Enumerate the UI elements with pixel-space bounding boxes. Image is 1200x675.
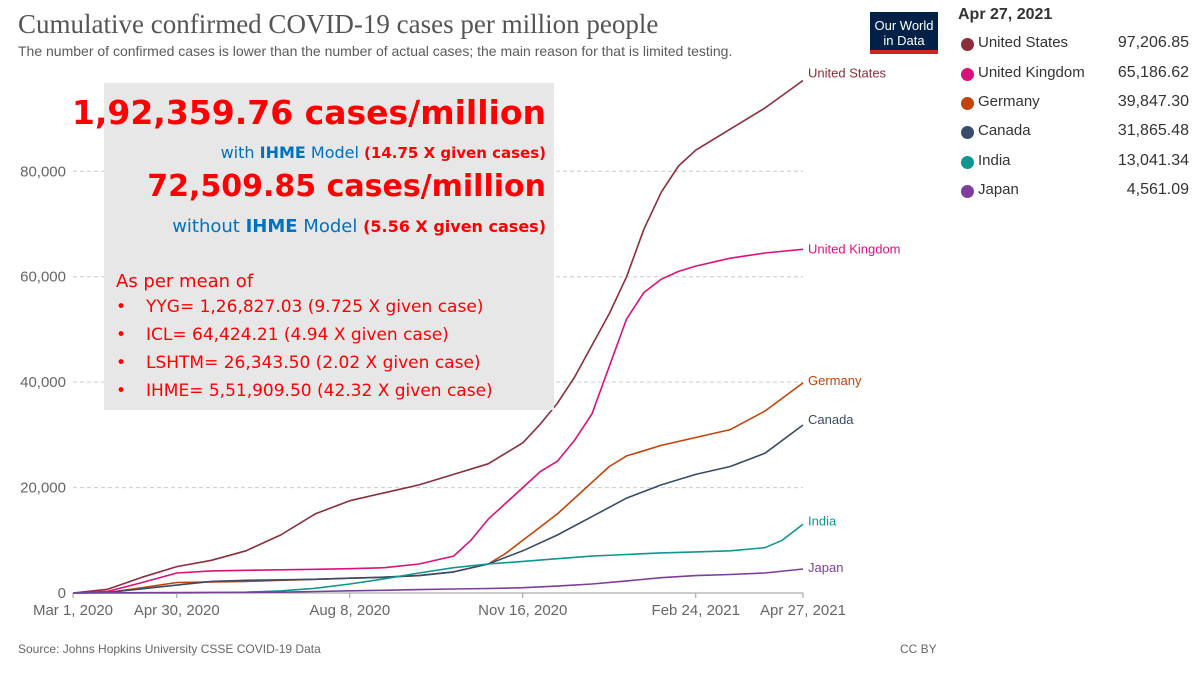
- annotation-with-model-line: with IHME Model (14.75 X given cases): [221, 143, 546, 162]
- ihme-label: IHME: [259, 143, 306, 162]
- legend-item[interactable]: United States 97,206.85: [955, 32, 1195, 56]
- legend-item-name: India: [978, 152, 1011, 169]
- x-tick-label: Apr 27, 2021: [760, 602, 846, 619]
- model-label: Model: [305, 143, 365, 162]
- estimate-list-item: • ICL= 64,424.21 (4.94 X given case): [116, 325, 449, 345]
- legend-item[interactable]: United Kingdom 65,186.62: [955, 62, 1195, 86]
- ihme-label: IHME: [245, 216, 298, 237]
- legend-item[interactable]: India 13,041.34: [955, 150, 1195, 174]
- axis-ticks: 0 20,000 40,000 60,000 80,000 Mar 1, 2020 Apr …: [20, 163, 846, 619]
- series-end-label[interactable]: Japan: [808, 560, 843, 575]
- annotation-headline-without-model: 72,509.85 cases/million: [147, 169, 546, 204]
- series-line[interactable]: [72, 424, 804, 594]
- legend-item[interactable]: Canada 31,865.48: [955, 120, 1195, 144]
- legend-item-value: 97,206.85: [1117, 34, 1189, 51]
- legend-item[interactable]: Japan 4,561.09: [955, 179, 1195, 203]
- series-end-label[interactable]: Canada: [808, 412, 854, 427]
- source-note[interactable]: Source: Johns Hopkins University CSSE CO…: [18, 642, 321, 656]
- legend-date: Apr 27, 2021: [958, 6, 1053, 23]
- legend-panel: Apr 27, 2021 United States 97,206.85 Uni…: [955, 0, 1200, 230]
- chart-subtitle: The number of confirmed cases is lower t…: [18, 43, 733, 59]
- annotation-box: 1,92,359.76 cases/million with IHME Mode…: [72, 83, 554, 410]
- legend-item-name: Germany: [978, 93, 1040, 110]
- estimate-list-item: • IHME= 5,51,909.50 (42.32 X given case): [116, 381, 493, 401]
- x-tick-label: Feb 24, 2021: [652, 602, 740, 619]
- series-line[interactable]: [72, 79, 804, 594]
- legend-item-name: United Kingdom: [978, 64, 1085, 81]
- legend-dot-icon: [961, 68, 974, 81]
- estimate-list-item: • YYG= 1,26,827.03 (9.725 X given case): [116, 297, 483, 317]
- annotation-without-model-line: without IHME Model (5.56 X given cases): [172, 216, 546, 237]
- estimate-text: IHME= 5,51,909.50 (42.32 X given case): [146, 381, 493, 401]
- series-end-label[interactable]: Germany: [808, 373, 862, 388]
- y-tick-label: 0: [58, 585, 66, 602]
- estimate-text: LSHTM= 26,343.50 (2.02 X given case): [146, 353, 481, 373]
- legend-item-name: Japan: [978, 181, 1019, 198]
- logo-accent-bar: [870, 50, 938, 54]
- with-prefix: with: [220, 143, 260, 162]
- series-line[interactable]: [72, 568, 804, 594]
- license-link[interactable]: CC BY: [900, 642, 937, 656]
- bullet: •: [116, 325, 127, 345]
- logo-line-2: in Data: [883, 33, 925, 48]
- series-lines: [72, 79, 804, 594]
- legend-item-value: 31,865.48: [1117, 122, 1189, 139]
- y-tick-label: 20,000: [20, 480, 66, 497]
- series-end-label[interactable]: India: [808, 513, 837, 528]
- legend-item-value: 39,847.30: [1117, 93, 1189, 110]
- owid-logo[interactable]: Our World in Data: [870, 12, 938, 54]
- estimate-text: YYG= 1,26,827.03 (9.725 X given case): [146, 297, 484, 317]
- legend-item-value: 13,041.34: [1117, 152, 1189, 169]
- legend-item-name: United States: [978, 34, 1069, 51]
- without-prefix: without: [172, 216, 246, 237]
- model-label: Model: [297, 216, 364, 237]
- series-line[interactable]: [72, 248, 804, 594]
- logo-line-1: Our World: [874, 18, 934, 33]
- annotation-headline-with-model: 1,92,359.76 cases/million: [71, 93, 546, 132]
- legend-dot-icon: [961, 185, 974, 198]
- as-per-mean-heading: As per mean of: [116, 271, 254, 292]
- x-tick-label: Mar 1, 2020: [33, 602, 113, 619]
- series-end-labels: United States United Kingdom Germany Canada…: [808, 66, 901, 575]
- legend-item[interactable]: Germany 39,847.30: [955, 91, 1195, 115]
- estimate-text: ICL= 64,424.21 (4.94 X given case): [146, 325, 449, 345]
- legend-dot-icon: [961, 126, 974, 139]
- multiplier-label: (5.56 X given cases): [363, 217, 546, 236]
- y-tick-label: 80,000: [20, 163, 66, 180]
- x-tick-label: Aug 8, 2020: [309, 602, 390, 619]
- x-tick-label: Nov 16, 2020: [478, 602, 567, 619]
- bullet: •: [116, 353, 127, 373]
- legend-dot-icon: [961, 97, 974, 110]
- bullet: •: [116, 381, 127, 401]
- legend-item-name: Canada: [978, 122, 1031, 139]
- legend-item-value: 4,561.09: [1126, 181, 1189, 198]
- chart-title: Cumulative confirmed COVID-19 cases per …: [18, 9, 659, 39]
- series-end-label[interactable]: United States: [808, 66, 887, 81]
- estimate-list-item: • LSHTM= 26,343.50 (2.02 X given case): [116, 353, 481, 373]
- bullet: •: [116, 297, 127, 317]
- legend-dot-icon: [961, 156, 974, 169]
- x-tick-label: Apr 30, 2020: [134, 602, 220, 619]
- legend-item-value: 65,186.62: [1117, 64, 1189, 81]
- multiplier-label: (14.75 X given cases): [364, 144, 546, 162]
- y-tick-label: 40,000: [20, 374, 66, 391]
- legend-dot-icon: [961, 38, 974, 51]
- series-end-label[interactable]: United Kingdom: [808, 241, 901, 256]
- y-tick-label: 60,000: [20, 269, 66, 286]
